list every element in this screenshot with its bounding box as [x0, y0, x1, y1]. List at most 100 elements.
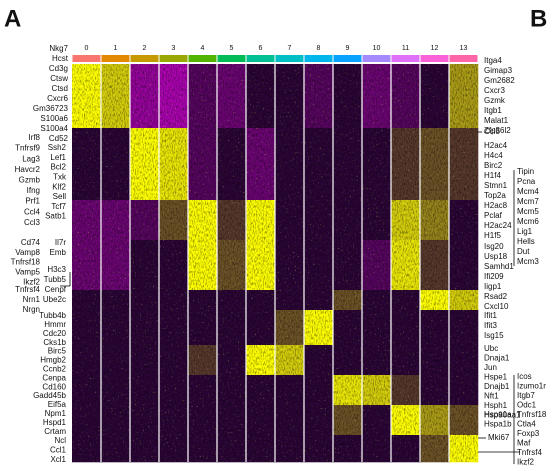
- gene-label: Bcl2: [50, 163, 66, 172]
- gene-label: Sell: [53, 192, 67, 201]
- gene-label: Ifit3: [484, 321, 497, 330]
- gene-label: Klf2: [52, 182, 66, 191]
- gene-label: Irf8: [28, 133, 40, 142]
- cluster-bar: [101, 55, 130, 62]
- gene-label: Ctla4: [517, 420, 536, 429]
- gene-label: Tnfrsf4: [517, 448, 542, 457]
- cluster-label: 12: [431, 45, 439, 52]
- cluster-bar: [362, 55, 391, 62]
- gene-label: Hspd1: [43, 418, 67, 427]
- gene-label: Ifit1: [484, 311, 497, 320]
- gene-label: H2ac8: [484, 201, 508, 210]
- gene-label: Hsph1: [484, 401, 508, 410]
- cluster-label: 13: [460, 45, 468, 52]
- gene-label: Npm1: [45, 409, 67, 418]
- gene-label: Lag3: [22, 154, 40, 163]
- gene-label: Mcm7: [517, 197, 539, 206]
- gene-label: Hspe1: [484, 373, 508, 382]
- gene-label: Malat1: [484, 116, 509, 125]
- cluster-label: 11: [402, 45, 409, 52]
- cluster-label: 6: [259, 45, 263, 52]
- gene-label: Usp18: [484, 252, 508, 261]
- gene-label: Birc2: [484, 161, 503, 170]
- gene-label: Jun: [484, 363, 497, 372]
- gene-label: Ikzf2: [23, 277, 40, 286]
- cluster-bar: [246, 55, 275, 62]
- gene-label: Eif5a: [48, 400, 67, 409]
- gene-label: Nrn1: [23, 295, 41, 304]
- gene-label: Nft1: [484, 392, 499, 401]
- gene-label: H1f4: [484, 171, 501, 180]
- gene-label: H1f5: [484, 231, 501, 240]
- gene-label: Cenpa: [42, 373, 66, 382]
- gene-label: Ccnb2: [43, 365, 67, 374]
- gene-label: Cd74: [21, 238, 41, 247]
- gene-label: Nrgn: [23, 305, 40, 314]
- cluster-label: 8: [317, 45, 321, 52]
- gene-label: Ssh2: [48, 143, 67, 152]
- gene-label: Tubb4b: [39, 311, 66, 320]
- gene-label: Itga4: [484, 56, 502, 65]
- gene-label: Hspa1a: [484, 410, 512, 419]
- gene-label: Ccl3: [24, 218, 41, 227]
- gene-label: Gzmk: [484, 96, 506, 105]
- gene-label: Isg20: [484, 242, 504, 251]
- cluster-bar: [275, 55, 304, 62]
- gene-label: Cxcr3: [484, 86, 505, 95]
- gene-label: Txk: [53, 173, 67, 182]
- gene-label: Ctsd: [52, 84, 68, 93]
- gene-label: Ccl4: [24, 207, 41, 216]
- overlay: [100, 55, 450, 462]
- gene-label: Gm36723: [33, 104, 69, 113]
- gene-label: Crtam: [44, 427, 66, 436]
- gene-label: Tnfrsf18: [11, 258, 41, 267]
- gene-label: Hells: [517, 237, 535, 246]
- gene-label: Icos: [517, 372, 532, 381]
- gene-label: Emb: [50, 248, 67, 257]
- gene-label: Hsp90aa1: [484, 411, 521, 420]
- gene-label: Tcf7: [51, 202, 66, 211]
- gene-label: S100a6: [40, 114, 68, 123]
- gene-label: Hcst: [52, 54, 69, 63]
- gene-label: Tnfrsf18: [517, 410, 547, 419]
- gene-label: Ccl1: [50, 446, 67, 455]
- gene-label: Gimap3: [484, 66, 513, 75]
- gene-label: Cd160: [42, 382, 66, 391]
- gene-label: Cd3g: [49, 64, 68, 73]
- gene-label: Cd52: [49, 134, 69, 143]
- cluster-label: 0: [85, 45, 89, 52]
- gene-label: Itgb1: [484, 106, 502, 115]
- cluster-label: 1: [114, 45, 118, 52]
- gene-label: Ubc: [484, 344, 498, 353]
- gene-label: Tipin: [517, 167, 534, 176]
- gene-label: Satb1: [45, 212, 66, 221]
- gene-label: Hspa1b: [484, 420, 512, 429]
- gene-label: Vamp8: [15, 248, 40, 257]
- cluster-label: 10: [373, 45, 381, 52]
- gene-label: Odc1: [517, 401, 537, 410]
- cluster-bar: [217, 55, 246, 62]
- gene-label: Iigp1: [484, 282, 502, 291]
- cluster-label: 7: [288, 45, 292, 52]
- cluster-label: 3: [172, 45, 176, 52]
- gene-label: Foxp3: [517, 429, 540, 438]
- gene-label: Dut: [517, 247, 530, 256]
- gene-label: Hmmr: [44, 320, 66, 329]
- gene-label: Cdc20: [43, 329, 67, 338]
- gene-label: Pcna: [517, 177, 536, 186]
- cluster-bar: [420, 55, 449, 62]
- gene-label: Ifi209: [484, 272, 504, 281]
- gene-label: Nkg7: [49, 44, 68, 53]
- gene-label: Havcr2: [15, 165, 41, 174]
- gene-label: Ctsw: [50, 74, 68, 83]
- gene-label: Ncl: [54, 436, 66, 445]
- gene-label: Top2a: [484, 191, 506, 200]
- gene-label: H3c3: [47, 265, 66, 274]
- gene-label: Vamp5: [15, 268, 40, 277]
- gene-label: Stmn1: [484, 181, 508, 190]
- gene-label: Cxcr6: [47, 94, 68, 103]
- cluster-bar: [333, 55, 362, 62]
- gene-label: Gzmb: [19, 176, 41, 185]
- gene-label: Mcm4: [517, 187, 539, 196]
- gene-label: Cks1b: [43, 338, 66, 347]
